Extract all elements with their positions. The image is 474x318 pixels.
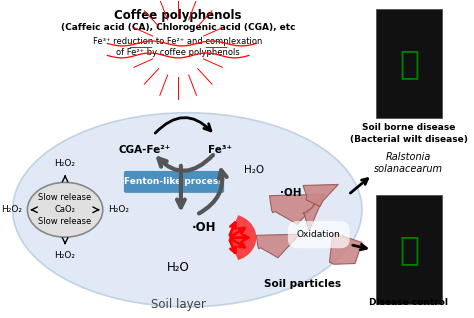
FancyArrowPatch shape bbox=[158, 155, 213, 171]
Polygon shape bbox=[270, 194, 325, 224]
FancyArrowPatch shape bbox=[177, 166, 185, 207]
Text: H₂O₂: H₂O₂ bbox=[55, 251, 75, 260]
Text: ·OH: ·OH bbox=[280, 188, 301, 198]
Text: Slow release
CaO₂
Slow release: Slow release CaO₂ Slow release bbox=[38, 193, 91, 226]
Polygon shape bbox=[229, 215, 256, 260]
Text: H₂O₂: H₂O₂ bbox=[55, 160, 75, 169]
Text: 🌿: 🌿 bbox=[399, 233, 419, 266]
Polygon shape bbox=[303, 194, 325, 231]
Text: Soil particles: Soil particles bbox=[264, 280, 341, 289]
FancyBboxPatch shape bbox=[376, 9, 442, 118]
Text: Fenton-like process: Fenton-like process bbox=[124, 177, 224, 186]
Polygon shape bbox=[329, 234, 362, 264]
Text: (Bacterial wilt disease): (Bacterial wilt disease) bbox=[350, 135, 468, 144]
Text: Fe³⁺ reduction to Fe²⁺ and complexation: Fe³⁺ reduction to Fe²⁺ and complexation bbox=[93, 37, 263, 45]
Text: Soil borne disease: Soil borne disease bbox=[362, 123, 456, 132]
Text: Fe³⁺: Fe³⁺ bbox=[208, 145, 231, 155]
FancyBboxPatch shape bbox=[124, 171, 224, 193]
Text: Ralstonia
solanacearum: Ralstonia solanacearum bbox=[374, 152, 443, 175]
Text: CGA-Fe²⁺: CGA-Fe²⁺ bbox=[118, 145, 170, 155]
Polygon shape bbox=[303, 184, 338, 207]
Text: H₂O: H₂O bbox=[167, 261, 190, 274]
Ellipse shape bbox=[27, 183, 103, 237]
Text: H₂O: H₂O bbox=[245, 165, 264, 175]
Text: H₂O₂: H₂O₂ bbox=[1, 205, 22, 214]
FancyBboxPatch shape bbox=[376, 195, 442, 304]
Text: Oxidation: Oxidation bbox=[297, 230, 341, 239]
FancyArrowPatch shape bbox=[199, 170, 227, 213]
Text: Soil layer: Soil layer bbox=[151, 298, 206, 311]
Text: Disease control: Disease control bbox=[369, 298, 448, 308]
Text: H₂O₂: H₂O₂ bbox=[108, 205, 129, 214]
FancyArrowPatch shape bbox=[155, 118, 211, 133]
Text: (Caffeic acid (CA), Chlorogenic acid (CGA), etc: (Caffeic acid (CA), Chlorogenic acid (CG… bbox=[61, 23, 295, 31]
Polygon shape bbox=[256, 234, 300, 258]
Ellipse shape bbox=[13, 113, 362, 307]
Text: Coffee polyphenols: Coffee polyphenols bbox=[114, 9, 242, 22]
Text: ·OH: ·OH bbox=[191, 221, 216, 234]
Text: of Fe²⁺ by coffee polyphenols: of Fe²⁺ by coffee polyphenols bbox=[116, 48, 240, 58]
Text: 🌱: 🌱 bbox=[399, 47, 419, 80]
